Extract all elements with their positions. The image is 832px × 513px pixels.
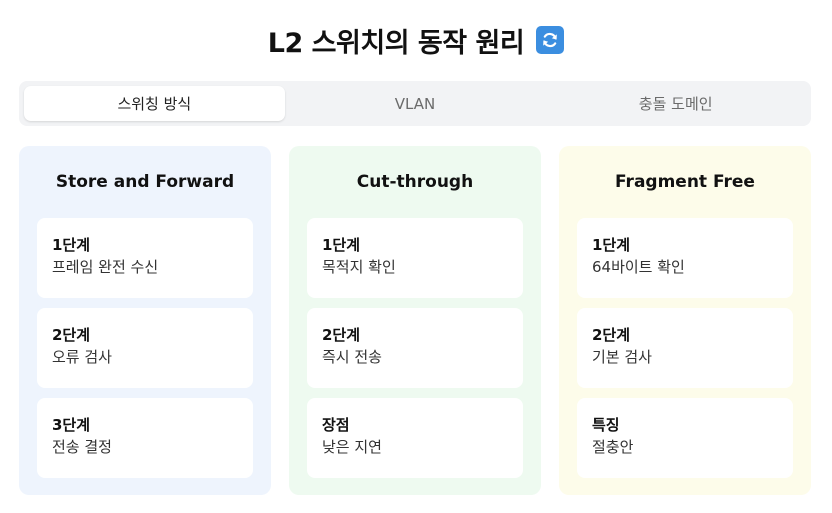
tab-vlan[interactable]: VLAN	[394, 94, 436, 113]
column-fragment-free: Fragment Free 1단계 64바이트 확인 2단계 기본 검사 특징 …	[559, 146, 811, 495]
step-heading: 3단계	[52, 416, 91, 434]
step-card: 1단계 프레임 완전 수신	[37, 218, 253, 298]
column-title: Store and Forward	[55, 172, 235, 192]
step-card: 2단계 기본 검사	[577, 308, 793, 388]
column-title: Fragment Free	[615, 172, 755, 192]
step-heading: 1단계	[322, 236, 361, 254]
tab-collision-domain[interactable]: 충돌 도메인	[638, 95, 713, 113]
step-text: 오류 검사	[52, 348, 112, 366]
column-store-and-forward: Store and Forward 1단계 프레임 완전 수신 2단계 오류 검…	[19, 146, 271, 495]
step-text: 64바이트 확인	[592, 258, 685, 276]
step-heading: 특징	[592, 416, 620, 434]
method-columns: Store and Forward 1단계 프레임 완전 수신 2단계 오류 검…	[19, 146, 811, 495]
step-heading: 2단계	[322, 326, 361, 344]
step-text: 절충안	[592, 438, 634, 456]
tab-bar: 스위칭 방식 VLAN 충돌 도메인	[19, 81, 811, 126]
step-text: 기본 검사	[592, 348, 652, 366]
step-card: 특징 절충안	[577, 398, 793, 478]
step-heading: 장점	[322, 416, 350, 434]
step-text: 낮은 지연	[322, 438, 382, 456]
step-text: 즉시 전송	[322, 348, 382, 366]
step-heading: 2단계	[52, 326, 91, 344]
step-text: 목적지 확인	[322, 258, 396, 276]
step-card: 장점 낮은 지연	[307, 398, 523, 478]
step-card: 1단계 64바이트 확인	[577, 218, 793, 298]
column-title: Cut-through	[356, 172, 474, 192]
step-card: 1단계 목적지 확인	[307, 218, 523, 298]
step-heading: 1단계	[52, 236, 91, 254]
step-heading: 1단계	[592, 236, 631, 254]
tab-switching-method[interactable]: 스위칭 방식	[24, 86, 285, 121]
title-row: L2 스위치의 동작 원리	[0, 18, 832, 62]
step-card: 2단계 오류 검사	[37, 308, 253, 388]
column-cut-through: Cut-through 1단계 목적지 확인 2단계 즉시 전송 장점 낮은 지…	[289, 146, 541, 495]
step-heading: 2단계	[592, 326, 631, 344]
step-card: 3단계 전송 결정	[37, 398, 253, 478]
page-title: L2 스위치의 동작 원리	[267, 27, 525, 59]
step-text: 프레임 완전 수신	[52, 258, 159, 276]
step-card: 2단계 즉시 전송	[307, 308, 523, 388]
refresh-icon[interactable]	[536, 26, 565, 54]
step-text: 전송 결정	[52, 438, 112, 456]
